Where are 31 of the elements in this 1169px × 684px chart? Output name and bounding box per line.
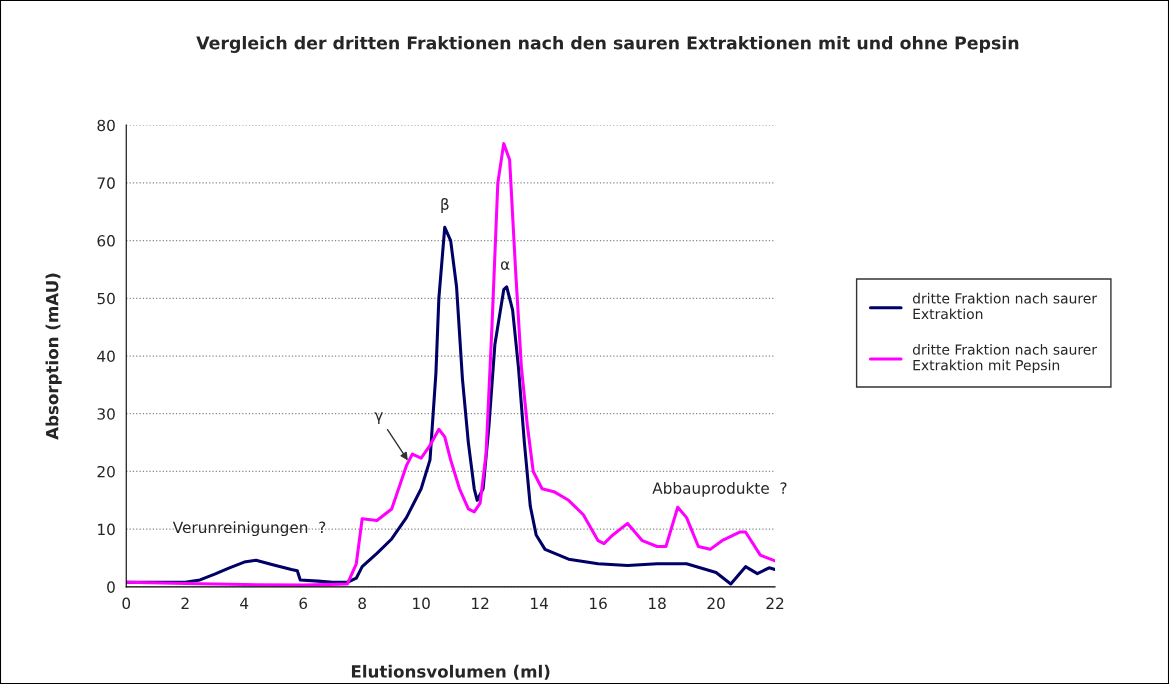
- x-tick-label: 6: [299, 597, 308, 610]
- annotation: Verunreinigungen ?: [172, 521, 326, 537]
- annotation: α: [500, 261, 510, 270]
- x-tick-label: 14: [531, 597, 548, 609]
- x-tick-label: 2: [181, 597, 189, 609]
- x-tick-label: 18: [649, 597, 666, 610]
- x-tick-label: 8: [358, 597, 366, 610]
- y-tick-label: 30: [97, 408, 115, 420]
- legend-label: dritte Fraktion nach saurer Extraktion: [912, 292, 1098, 320]
- x-tick-label: 22: [766, 597, 784, 609]
- y-tick-label: 60: [97, 235, 115, 247]
- y-axis-title: Absorption (mAU): [45, 273, 62, 440]
- x-tick-label: 4: [240, 597, 249, 609]
- x-axis-title: Elutionsvolumen (ml): [351, 664, 550, 680]
- y-tick-label: 50: [97, 292, 115, 305]
- x-tick-label: 0: [122, 597, 131, 610]
- legend-label: dritte Fraktion nach saurer Extraktion mit Pepsin: [912, 344, 1098, 374]
- y-tick-label: 80: [97, 119, 115, 132]
- x-tick-label: 12: [472, 597, 489, 609]
- annotation: β: [441, 198, 449, 213]
- y-tick-label: 0: [107, 581, 115, 593]
- x-tick-label: 10: [413, 597, 430, 610]
- y-tick-label: 40: [97, 350, 115, 363]
- x-tick-label: 20: [707, 597, 725, 610]
- y-tick-label: 70: [97, 177, 115, 189]
- y-tick-label: 20: [97, 465, 115, 478]
- annotation: γ: [374, 412, 383, 424]
- y-tick-label: 10: [98, 523, 115, 536]
- chart-title: Vergleich der dritten Fraktionen nach den sauren Extraktionen mit und ohne Pepsin: [196, 35, 1019, 53]
- x-tick-label: 16: [590, 597, 607, 610]
- annotation: Abbauprodukte ?: [652, 482, 787, 497]
